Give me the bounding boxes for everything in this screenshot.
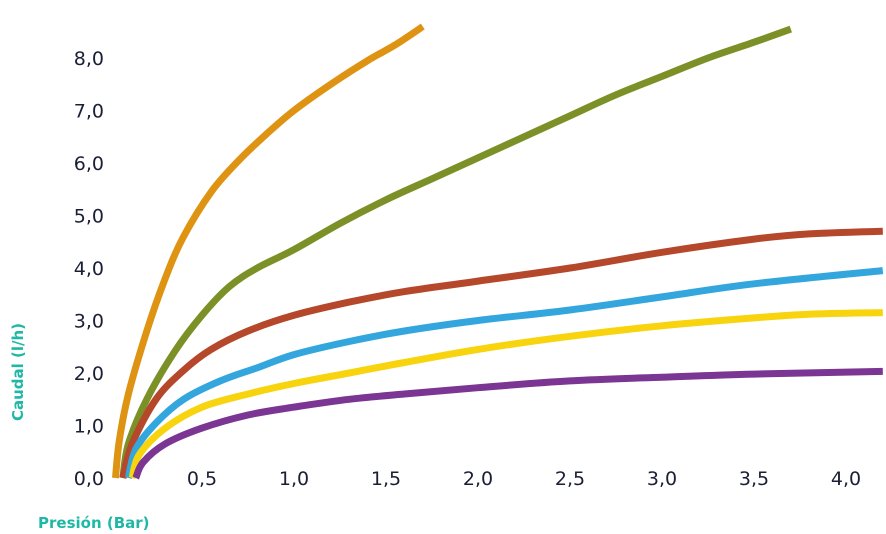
x-tick-label: 2,0 xyxy=(463,468,493,490)
y-tick-label: 1,0 xyxy=(74,416,104,438)
series-line-5 xyxy=(128,309,883,480)
y-axis-title: Caudal (l/h) xyxy=(9,323,27,421)
y-tick-label: 4,0 xyxy=(74,258,104,280)
series-line-6 xyxy=(132,367,883,480)
y-axis-tick-labels: 0,0 1,0 2,0 3,0 4,0 5,0 6,0 7,0 8,0 xyxy=(74,48,104,490)
y-tick-label: 0,0 xyxy=(74,468,104,490)
x-tick-label: 3,5 xyxy=(739,468,769,490)
x-tick-label: 3,0 xyxy=(647,468,677,490)
series-line-1 xyxy=(112,23,425,479)
series-line-4 xyxy=(124,267,884,479)
y-tick-label: 7,0 xyxy=(74,101,104,123)
x-tick-label: 2,5 xyxy=(555,468,585,490)
y-tick-label: 5,0 xyxy=(74,206,104,228)
series-lines xyxy=(112,23,884,480)
x-tick-label: 1,0 xyxy=(279,468,309,490)
x-axis-tick-labels: 0,5 1,0 1,5 2,0 2,5 3,0 3,5 4,0 xyxy=(187,468,861,490)
y-tick-label: 2,0 xyxy=(74,363,104,385)
y-tick-label: 3,0 xyxy=(74,311,104,333)
y-tick-label: 6,0 xyxy=(74,153,104,175)
series-line-2 xyxy=(119,25,792,479)
x-tick-label: 4,0 xyxy=(831,468,861,490)
series-line-3 xyxy=(119,227,883,479)
x-tick-label: 1,5 xyxy=(371,468,401,490)
x-axis-title: Presión (Bar) xyxy=(38,514,150,532)
x-tick-label: 0,5 xyxy=(187,468,217,490)
y-tick-label: 8,0 xyxy=(74,48,104,70)
